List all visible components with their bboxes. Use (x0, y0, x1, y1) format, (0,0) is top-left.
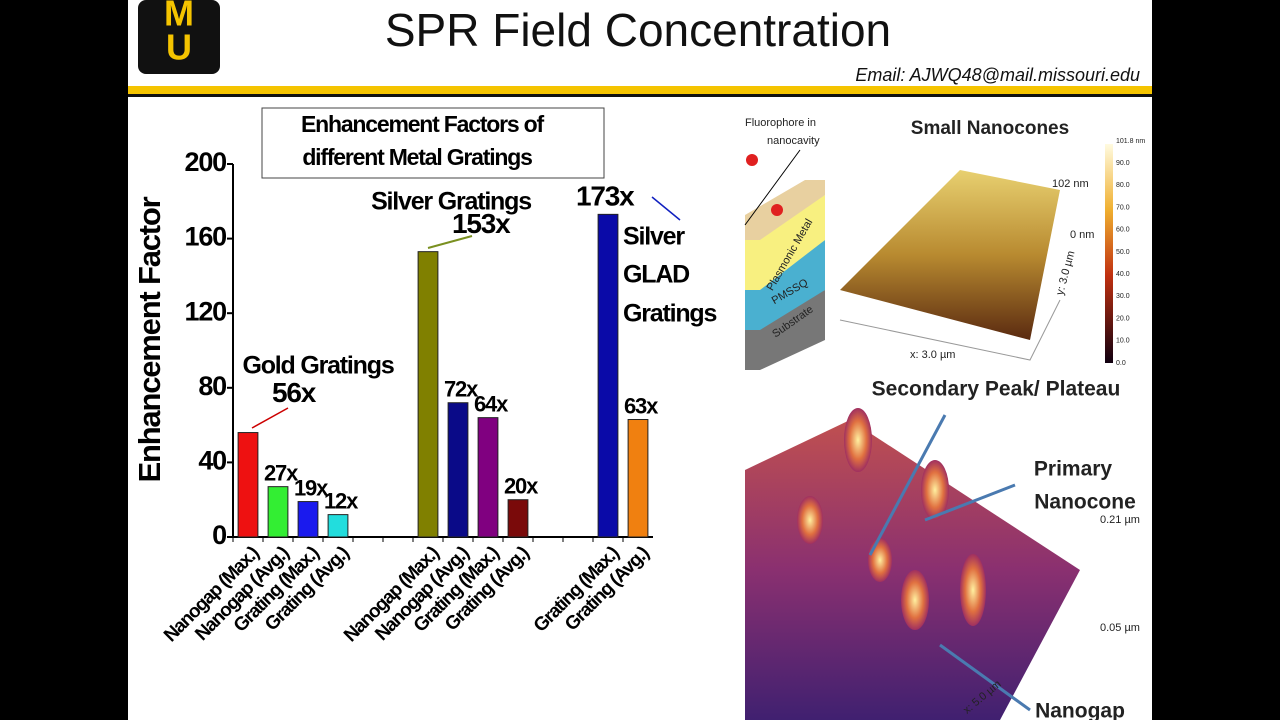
colorbar-label: 30.0 (1116, 293, 1130, 300)
colorbar-label: 90.0 (1116, 160, 1130, 167)
image-title: Small Nanocones (911, 118, 1069, 139)
arrow (427, 235, 473, 249)
bar (477, 417, 499, 538)
header-rule (128, 86, 1152, 94)
value-label: 153x (452, 208, 511, 239)
peak (960, 554, 986, 626)
x-label: x: 3.0 µm (910, 349, 955, 361)
arrow (868, 414, 947, 556)
logo (138, 0, 220, 74)
peak (797, 496, 823, 544)
bar (267, 486, 289, 538)
value-label: 72x (444, 377, 479, 402)
y-tick-label: 160 (185, 222, 227, 252)
y-tick-label: 40 (198, 446, 226, 476)
schematic (744, 149, 825, 370)
peak (868, 538, 892, 582)
slide-title: SPR Field Concentration (385, 4, 891, 56)
z-label: 0.21 µm (1100, 514, 1140, 526)
header-rule-dark (128, 94, 1152, 97)
bar (597, 213, 619, 538)
y-tick-label: 0 (212, 520, 226, 550)
image-label: Nanocone (1034, 491, 1136, 514)
z-label: 0.05 µm (1100, 622, 1140, 634)
bar (327, 514, 349, 538)
y-axis-label: Enhancement Factor (132, 196, 167, 482)
arrow (939, 643, 1031, 712)
logo-letter: M (164, 0, 194, 34)
colorbar (1105, 144, 1113, 363)
colorbar-label: 70.0 (1116, 204, 1130, 211)
value-label: 27x (264, 460, 299, 485)
colorbar-label: 101.8 nm (1116, 138, 1145, 145)
annotation: Silver (623, 223, 685, 251)
image-label: Nanogap (1035, 700, 1125, 720)
afm-image-large (745, 420, 1080, 720)
colorbar-label: 80.0 (1116, 182, 1130, 189)
schematic-caption: Fluorophore in (745, 117, 816, 129)
logo-letter: U (166, 27, 192, 68)
email: Email: AJWQ48@mail.missouri.edu (855, 65, 1140, 85)
schematic-caption: nanocavity (767, 135, 820, 147)
peak (921, 460, 949, 520)
z-label: 102 nm (1052, 178, 1089, 190)
chart-title: different Metal Gratings (302, 144, 532, 170)
image-label: Primary (1034, 458, 1113, 481)
arrow (924, 483, 1016, 522)
peak (901, 570, 929, 630)
bar (417, 251, 439, 538)
colorbar-label: 60.0 (1116, 227, 1130, 234)
z-label: 0 nm (1070, 229, 1094, 241)
bar (627, 419, 649, 538)
colorbar-label: 10.0 (1116, 338, 1130, 345)
annotation: GLAD (623, 261, 689, 289)
colorbar-label: 20.0 (1116, 315, 1130, 322)
value-label: 63x (624, 393, 659, 418)
value-label: 19x (294, 475, 329, 500)
y-tick-label: 200 (185, 147, 227, 177)
value-label: 173x (576, 181, 635, 212)
afm-frame (839, 299, 1061, 361)
bar (507, 499, 529, 538)
peak (844, 408, 872, 472)
chart-title-box (261, 107, 605, 179)
annotation: Gold Gratings (242, 352, 393, 380)
value-label: 12x (324, 488, 359, 513)
colorbar-label: 50.0 (1116, 249, 1130, 256)
bar (297, 501, 319, 538)
y-tick-label: 120 (185, 296, 227, 326)
y-tick-label: 80 (198, 371, 226, 401)
value-label: 20x (504, 474, 539, 499)
arrow (251, 407, 289, 429)
chart-title: Enhancement Factors of (301, 111, 545, 137)
bar (237, 432, 259, 538)
value-label: 64x (474, 391, 509, 416)
image-label: Secondary Peak/ Plateau (872, 378, 1121, 401)
bar (447, 402, 469, 538)
afm-image-small (840, 170, 1060, 340)
colorbar-label: 40.0 (1116, 271, 1130, 278)
annotation: Silver Gratings (371, 188, 531, 216)
colorbar-label: 0.0 (1116, 360, 1126, 367)
arrow (651, 196, 681, 221)
value-label: 56x (272, 377, 317, 408)
colorbar-labels: 101.8 nm 90.0 80.0 70.0 60.0 50.0 40.0 30.0 20.0… (1116, 138, 1145, 367)
annotation: Gratings (623, 300, 716, 328)
